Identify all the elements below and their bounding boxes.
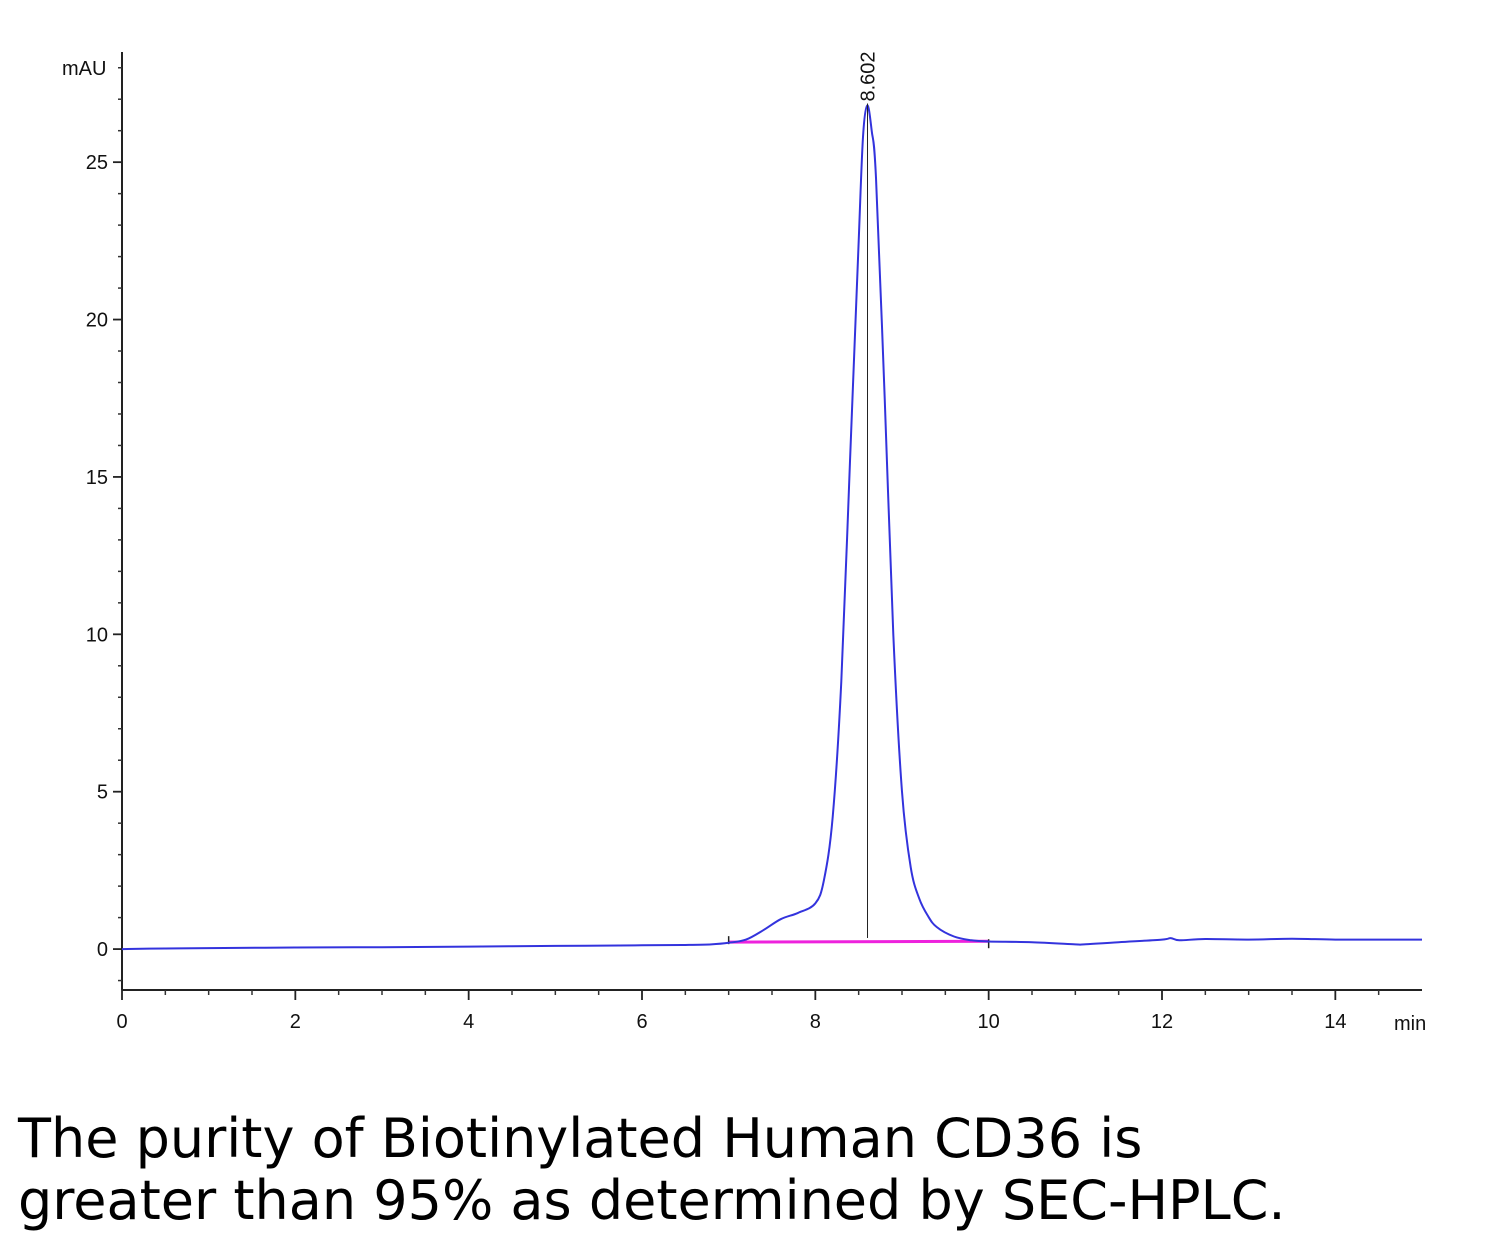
integration-baseline: [728, 939, 989, 944]
y-tick-label: 20: [86, 310, 108, 332]
x-tick-label: 6: [636, 1011, 647, 1033]
y-tick-label: 0: [97, 939, 108, 961]
caption: The purity of Biotinylated Human CD36 is…: [18, 1108, 1478, 1232]
x-tick-label: 4: [463, 1011, 474, 1033]
chromatogram-chart: 0 5 10 15 20 25 0 2 4 6 8 10 12 14 8.602 mAU min: [62, 51, 1426, 1035]
x-axis: 0 2 4 6 8 10 12 14: [116, 989, 1422, 1033]
peak-label: 8.602: [858, 51, 880, 101]
x-tick-label: 0: [116, 1011, 127, 1033]
plot-area: 8.602: [121, 51, 1422, 951]
y-tick-label: 15: [86, 467, 108, 489]
y-axis-label: mAU: [62, 58, 106, 80]
chromatogram-trace: [121, 104, 1422, 951]
x-tick-label: 10: [978, 1011, 1000, 1033]
caption-line-2: greater than 95% as determined by SEC-HP…: [18, 1169, 1286, 1232]
x-tick-label: 8: [810, 1011, 821, 1033]
x-tick-label: 14: [1324, 1011, 1346, 1033]
x-axis-label: min: [1394, 1013, 1426, 1035]
y-tick-label: 10: [86, 624, 108, 646]
y-tick-label: 5: [97, 782, 108, 804]
x-tick-label: 2: [290, 1011, 301, 1033]
x-tick-label: 12: [1151, 1011, 1173, 1033]
y-tick-label: 25: [86, 152, 108, 174]
caption-line-1: The purity of Biotinylated Human CD36 is: [18, 1107, 1143, 1170]
y-axis: 0 5 10 15 20 25: [86, 52, 123, 990]
